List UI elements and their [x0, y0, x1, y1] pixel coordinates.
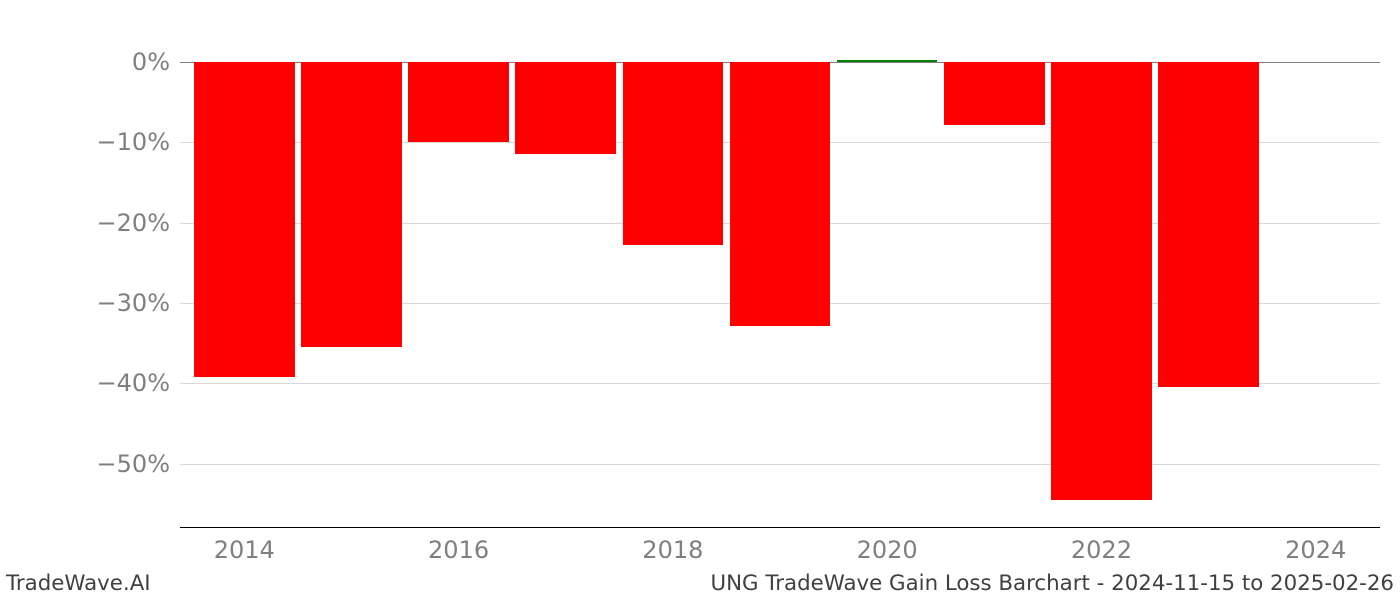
- y-tick-label: −10%: [97, 128, 180, 156]
- bar: [301, 62, 402, 347]
- y-tick-label: −50%: [97, 450, 180, 478]
- bar: [944, 62, 1045, 125]
- bar: [1158, 62, 1259, 387]
- y-tick-label: −40%: [97, 369, 180, 397]
- bar: [837, 60, 938, 62]
- x-tick-label: 2016: [428, 528, 489, 564]
- x-tick-label: 2022: [1071, 528, 1132, 564]
- gridline: [180, 464, 1380, 465]
- spine-bottom: [180, 527, 1380, 528]
- bar: [1051, 62, 1152, 500]
- x-tick-label: 2024: [1285, 528, 1346, 564]
- x-tick-label: 2020: [857, 528, 918, 564]
- chart-canvas: 0% −10% −20% −30% −40% −50% 2014 2016 2018 2020 20…: [0, 0, 1400, 600]
- bar: [623, 62, 724, 245]
- plot-area: 0%−10%−20%−30%−40%−50%201420162018202020…: [180, 38, 1380, 528]
- bar: [194, 62, 295, 377]
- y-tick-label: 0%: [132, 48, 180, 76]
- x-tick-label: 2014: [214, 528, 275, 564]
- bar: [515, 62, 616, 154]
- bar: [408, 62, 509, 142]
- footer-right-label: UNG TradeWave Gain Loss Barchart - 2024-…: [710, 571, 1400, 600]
- footer-left-label: TradeWave.AI: [0, 571, 151, 600]
- y-tick-label: −20%: [97, 209, 180, 237]
- bar: [730, 62, 831, 325]
- y-tick-label: −30%: [97, 289, 180, 317]
- x-tick-label: 2018: [642, 528, 703, 564]
